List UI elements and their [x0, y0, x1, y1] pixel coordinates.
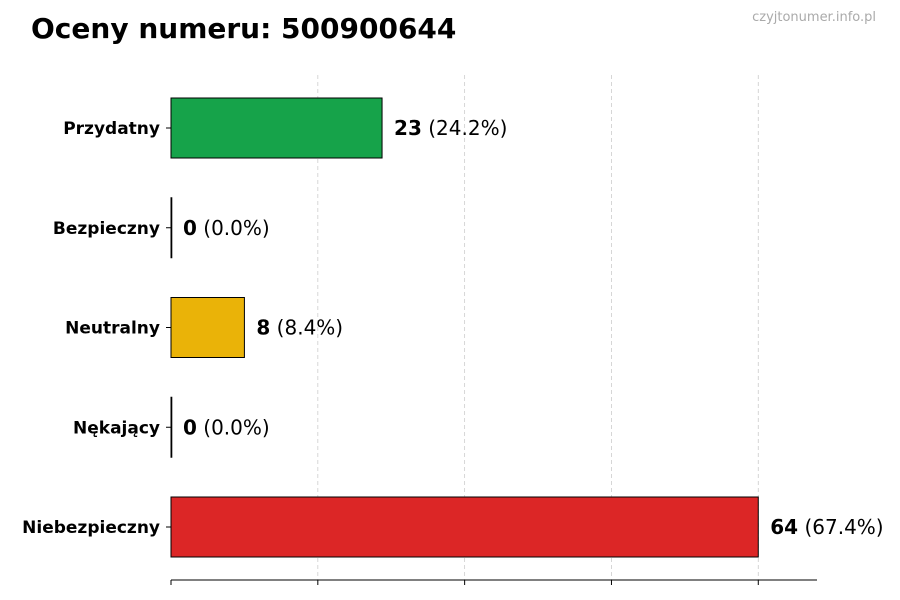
category-label: Nękający	[73, 418, 160, 438]
data-label-count: 23	[394, 116, 422, 140]
bar	[170, 496, 759, 558]
data-label-count: 0	[183, 216, 197, 240]
data-label: 0 (0.0%)	[183, 216, 270, 240]
data-label: 23 (24.2%)	[394, 116, 507, 140]
category-label: Przydatny	[63, 119, 160, 139]
bar	[170, 396, 173, 458]
data-label-percent: (67.4%)	[798, 515, 884, 539]
bar	[170, 297, 245, 358]
data-label: 64 (67.4%)	[770, 515, 883, 539]
data-label-percent: (0.0%)	[197, 415, 270, 439]
data-label-count: 64	[770, 515, 798, 539]
data-label: 0 (0.0%)	[183, 415, 270, 439]
category-label: Bezpieczny	[53, 219, 160, 239]
bar	[170, 197, 173, 259]
chart-title: Oceny numeru: 500900644	[31, 12, 457, 45]
category-label: Neutralny	[65, 319, 160, 339]
data-label-percent: (24.2%)	[422, 116, 508, 140]
watermark: czyjtonumer.info.pl	[752, 10, 876, 25]
data-label-percent: (8.4%)	[270, 316, 343, 340]
data-label-count: 8	[256, 316, 270, 340]
data-label: 8 (8.4%)	[256, 316, 343, 340]
data-label-count: 0	[183, 415, 197, 439]
data-label-percent: (0.0%)	[197, 216, 270, 240]
category-label: Niebezpieczny	[22, 518, 160, 538]
bar	[170, 97, 383, 159]
